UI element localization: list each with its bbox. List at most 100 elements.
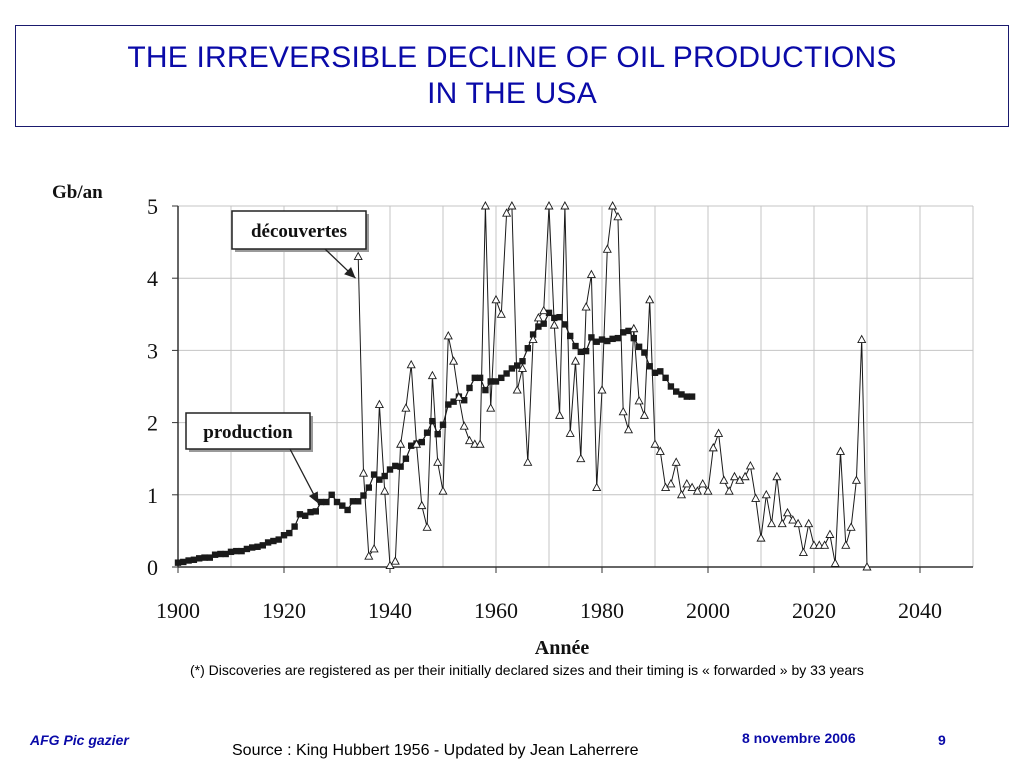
production-point — [678, 391, 685, 398]
discovery-point — [496, 309, 506, 318]
discovery-point — [740, 471, 750, 481]
production-point — [508, 365, 516, 372]
chart-grid — [177, 205, 974, 568]
discovery-point — [417, 500, 427, 510]
discovery-point — [380, 486, 390, 495]
discovery-point — [517, 363, 528, 372]
discovery-point — [793, 518, 803, 528]
annotation-label-discoveries: découvertes — [251, 221, 347, 242]
discovery-point — [613, 211, 623, 221]
production-point — [461, 397, 468, 404]
production-point — [529, 331, 537, 338]
chart-annotations: découvertes production — [185, 210, 369, 504]
production-point — [535, 323, 542, 330]
production-point — [211, 551, 219, 558]
discovery-point — [401, 403, 411, 412]
discovery-point — [698, 479, 708, 488]
production-point — [376, 476, 383, 483]
discovery-point — [523, 457, 533, 466]
discovery-point — [629, 323, 639, 333]
slide-title-line-1: THE IRREVERSIBLE DECLINE OF OIL PRODUCTI… — [127, 41, 897, 74]
production-point — [312, 508, 319, 515]
production-point — [227, 548, 235, 556]
discovery-point — [385, 560, 395, 570]
discovery-point — [851, 475, 861, 484]
discovery-point — [581, 302, 591, 311]
discovery-point — [719, 475, 729, 484]
production-point — [556, 313, 563, 321]
discovery-point — [639, 410, 649, 419]
footer-date: 8 novembre 2006 — [742, 730, 856, 746]
production-point — [651, 369, 659, 376]
production-point — [524, 345, 531, 352]
footnote-discoveries: (*) Discoveries are registered as per th… — [190, 662, 864, 678]
discovery-point — [820, 540, 830, 549]
discovery-point — [427, 370, 437, 380]
production-point — [238, 547, 245, 555]
y-tick-label: 1 — [147, 483, 158, 508]
production-point — [275, 536, 282, 543]
discovery-point — [396, 439, 406, 448]
series-line-découvertes — [357, 204, 868, 568]
oil-production-chart: 0 1 2 3 4 5 1900 1920 1940 1960 1980 2000 2020 2040 Gb… — [52, 182, 974, 659]
chart-axes: 0 1 2 3 4 5 1900 1920 1940 1960 1980 2000 2020 2040 Gb… — [52, 182, 973, 659]
production-point — [339, 502, 346, 509]
production-point — [291, 523, 298, 530]
discovery-point — [714, 428, 724, 437]
discovery-point — [798, 547, 808, 557]
discovery-point — [788, 515, 798, 524]
production-point — [567, 332, 574, 340]
production-point — [418, 438, 425, 446]
production-point — [233, 547, 240, 555]
production-point — [264, 539, 272, 546]
y-tick-label: 5 — [147, 194, 158, 219]
discovery-point — [846, 522, 856, 531]
production-point — [217, 550, 224, 558]
discovery-point — [528, 334, 538, 344]
discovery-point — [470, 439, 480, 448]
discovery-point — [512, 385, 522, 394]
y-tick-label: 3 — [147, 338, 158, 363]
production-point — [492, 378, 500, 385]
production-point — [588, 334, 595, 341]
discovery-point — [433, 457, 443, 466]
production-point — [302, 512, 309, 519]
annotation-box — [185, 412, 311, 450]
production-point — [540, 320, 547, 327]
discovery-point — [830, 558, 840, 567]
production-point — [360, 492, 367, 499]
discovery-point — [502, 208, 512, 217]
production-point — [190, 556, 198, 563]
discovery-point — [782, 507, 793, 517]
production-point — [370, 471, 378, 478]
discovery-point — [756, 533, 766, 542]
discovery-point — [687, 482, 697, 492]
production-point — [349, 498, 357, 505]
discovery-point — [464, 435, 475, 445]
discovery-point — [390, 556, 400, 565]
x-tick-label: 2040 — [898, 598, 942, 623]
production-point — [577, 348, 584, 356]
discovery-point — [576, 453, 586, 463]
production-point — [519, 358, 526, 365]
chart-series — [174, 201, 872, 571]
production-point — [174, 559, 182, 566]
production-point — [259, 542, 266, 549]
production-point — [196, 555, 203, 562]
production-point — [609, 335, 616, 343]
discovery-point — [708, 442, 718, 452]
discovery-point — [491, 294, 501, 304]
production-point — [280, 532, 288, 539]
production-point — [476, 374, 484, 382]
production-point — [625, 327, 632, 335]
production-point — [646, 363, 653, 370]
discovery-point — [634, 395, 644, 405]
discovery-point — [777, 518, 787, 528]
production-point — [482, 386, 489, 394]
production-point — [270, 537, 277, 545]
x-tick-label: 1940 — [368, 598, 412, 623]
footer-organization: AFG Pic gazier — [30, 732, 129, 748]
discovery-point — [454, 392, 464, 401]
discovery-point — [809, 540, 819, 549]
production-point — [662, 374, 669, 382]
